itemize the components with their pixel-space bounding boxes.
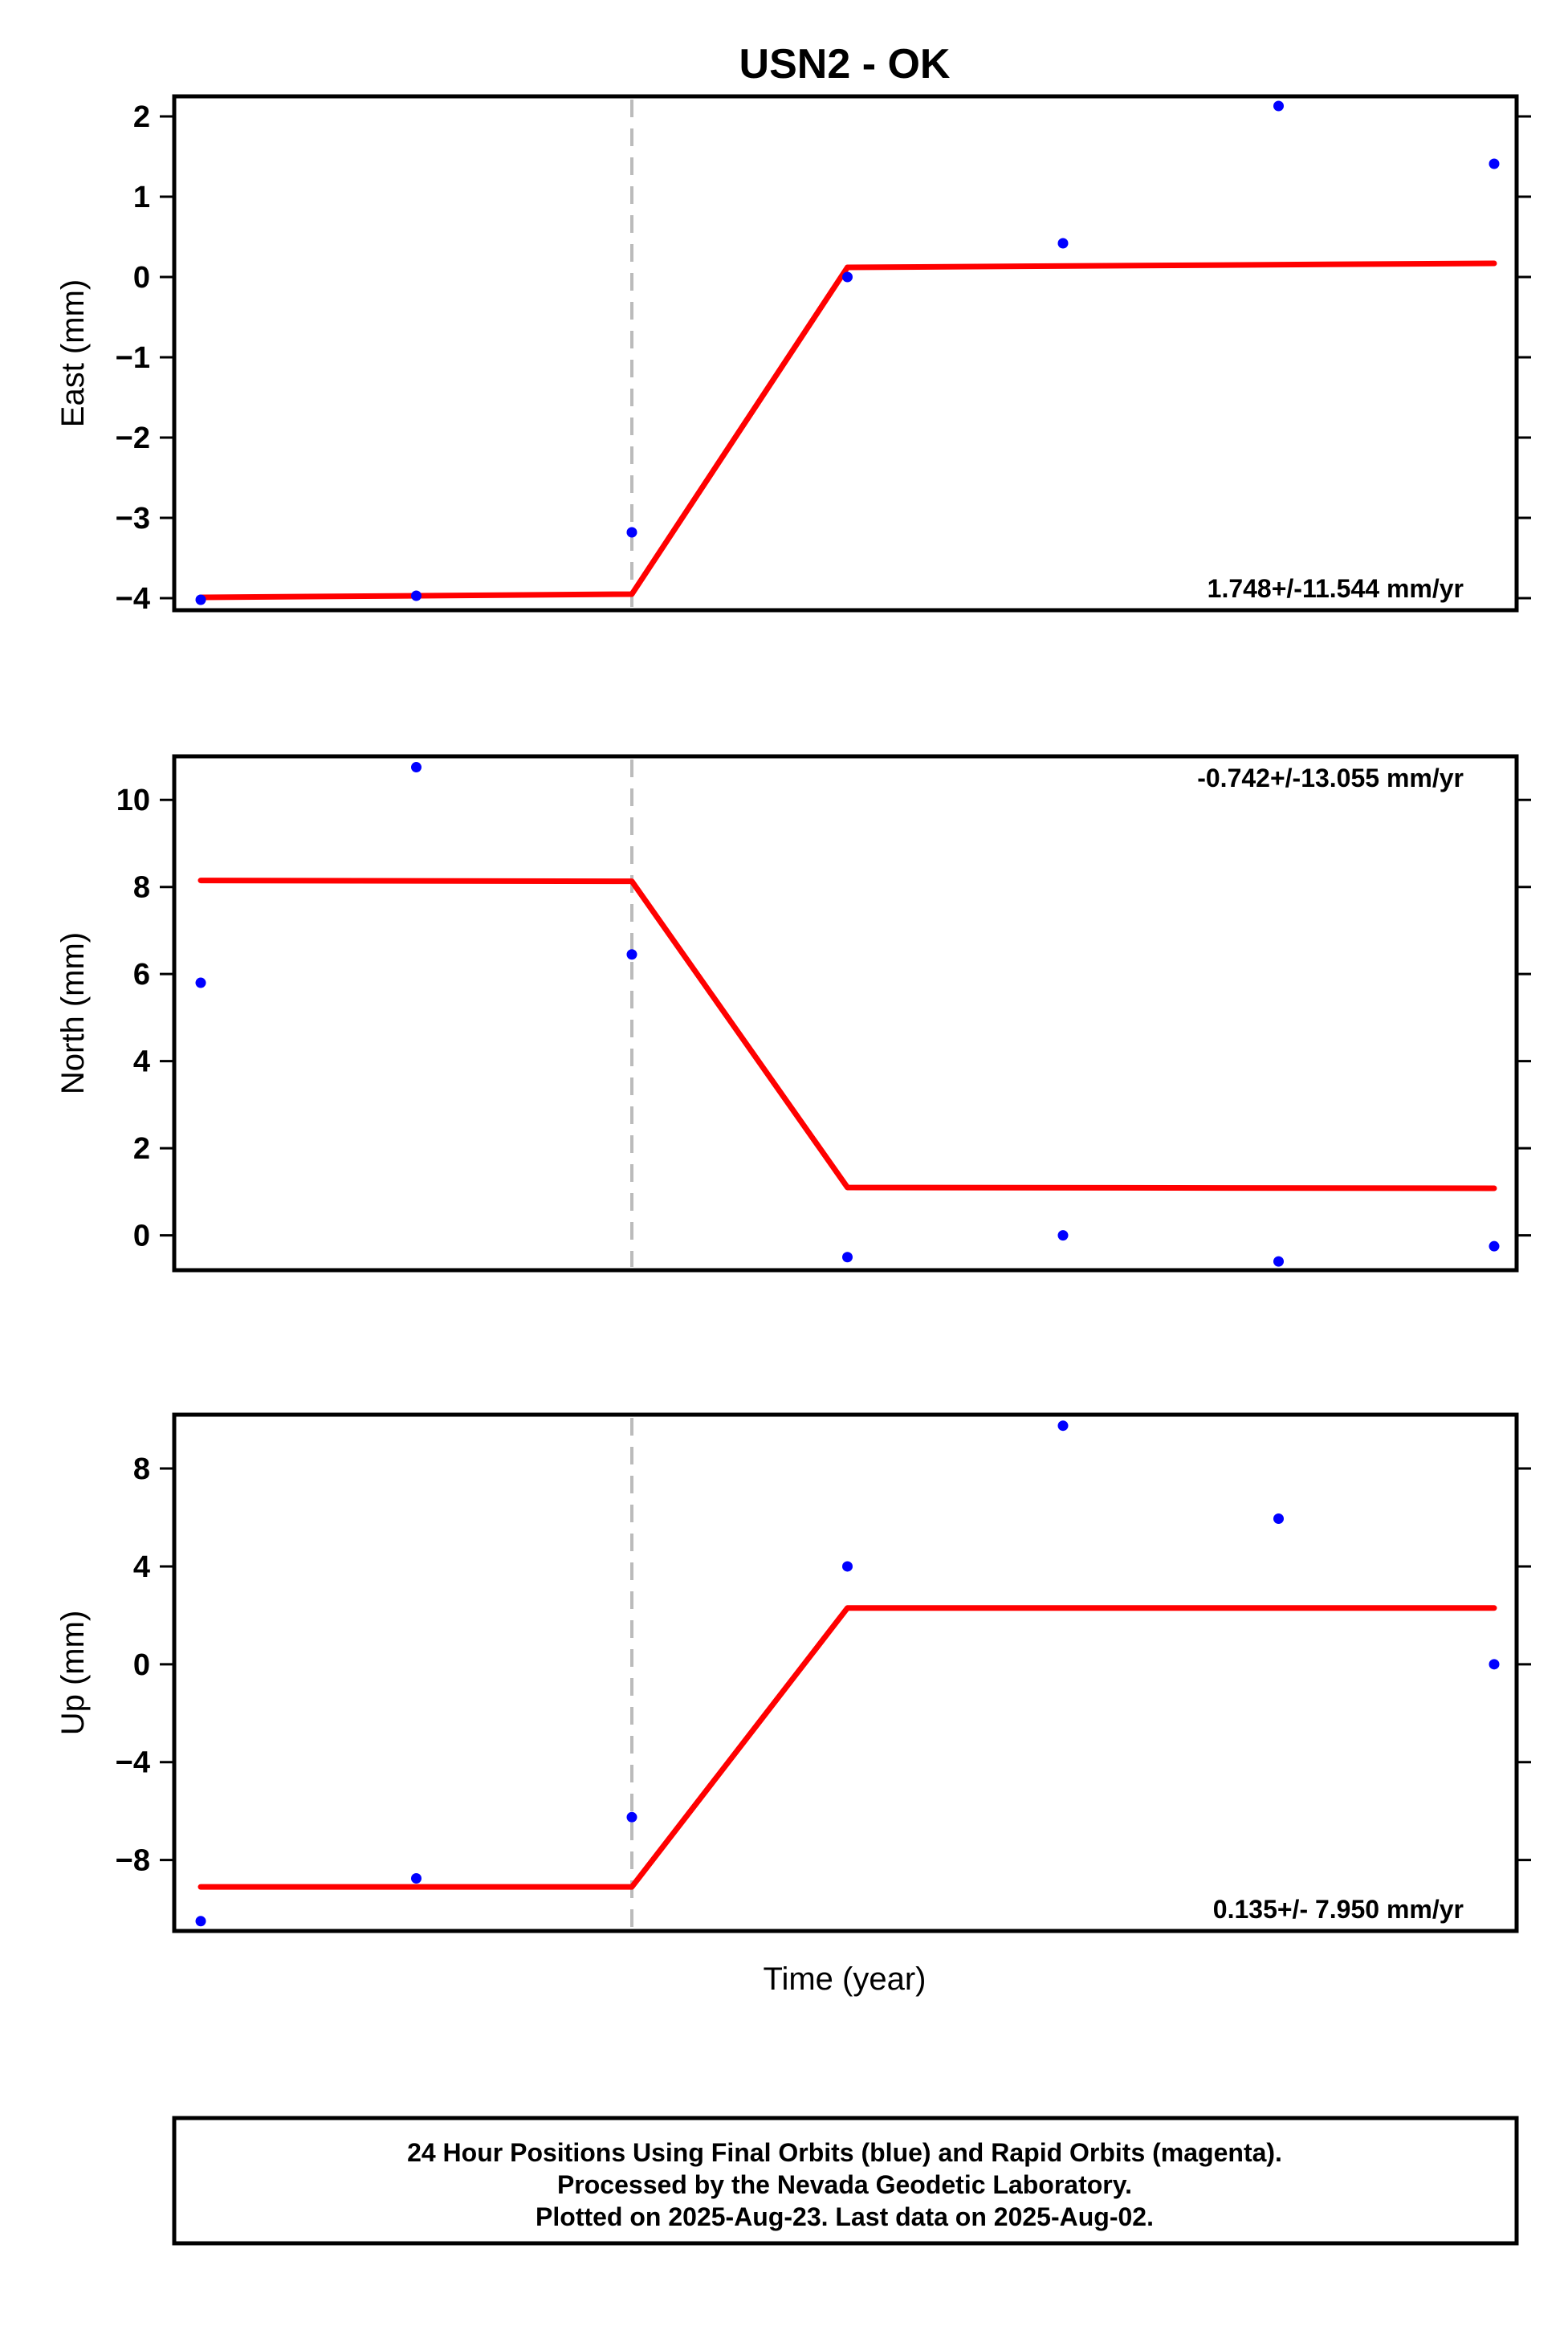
up-y-axis-label: Up (mm): [55, 1611, 91, 1736]
north-frame: [172, 754, 1519, 1273]
up-ytick-label: 4: [133, 1550, 150, 1584]
east-frame: [172, 94, 1519, 613]
up-panel: 8 4 0 −4 −8 Up (mm) 0.135+/- 7.950 mm/yr: [55, 1412, 1531, 1933]
east-ytick-label: 2: [133, 100, 150, 134]
north-data-point: [411, 762, 422, 773]
north-data-point: [1057, 1230, 1069, 1241]
east-ytick-label: −2: [116, 422, 150, 455]
east-y-axis-label: East (mm): [55, 279, 91, 427]
north-y-axis-label: North (mm): [55, 932, 91, 1094]
east-panel: 2 1 0 −1 −2 −3 −4 East (mm) 1.748+/-11.544 mm/yr: [55, 94, 1531, 616]
north-ytick-label: 8: [133, 871, 150, 905]
east-ytick-label: −3: [116, 502, 150, 536]
east-rate-label: 1.748+/-11.544 mm/yr: [1208, 574, 1464, 603]
north-ytick-label: 2: [133, 1132, 150, 1166]
east-data-point: [1273, 100, 1284, 112]
x-axis-label: Time (year): [764, 1961, 927, 1997]
up-ytick-label: −8: [116, 1844, 150, 1878]
north-rate-label: -0.742+/-13.055 mm/yr: [1197, 764, 1464, 792]
north-ytick-label: 10: [116, 784, 150, 817]
up-data-point: [1273, 1513, 1284, 1525]
east-data-point: [626, 527, 637, 538]
north-data-point: [842, 1252, 853, 1263]
footer-frame: [172, 2116, 1519, 2246]
north-ytick-label: 4: [133, 1045, 150, 1079]
footer-line-3: Plotted on 2025-Aug-23. Last data on 202…: [536, 2202, 1154, 2231]
east-ytick-label: 0: [133, 261, 150, 295]
north-data-point: [1273, 1256, 1284, 1267]
up-data-point: [626, 1811, 637, 1823]
up-data-point: [842, 1561, 853, 1572]
east-data-point: [195, 594, 206, 605]
up-rate-label: 0.135+/- 7.950 mm/yr: [1213, 1895, 1464, 1924]
north-data-point: [626, 949, 637, 960]
figure-title: USN2 - OK: [739, 41, 951, 88]
up-data-point: [1057, 1420, 1069, 1432]
up-frame: [172, 1412, 1519, 1933]
east-ytick-label: −1: [116, 341, 150, 375]
east-ytick-label: 1: [133, 181, 150, 214]
footer-box: 24 Hour Positions Using Final Orbits (bl…: [172, 2116, 1519, 2246]
north-panel: 10 8 6 4 2 0 North (mm) -0.742+/-13.055 mm/yr: [55, 754, 1531, 1273]
up-data-point: [1489, 1659, 1500, 1670]
east-ytick-label: −4: [116, 582, 150, 616]
north-model-line: [198, 878, 1497, 1191]
north-ytick-label: 0: [133, 1220, 150, 1253]
east-data-point: [842, 271, 853, 283]
up-ytick-label: 0: [133, 1648, 150, 1682]
footer-line-2: Processed by the Nevada Geodetic Laborat…: [557, 2170, 1132, 2199]
up-ytick-label: 8: [133, 1452, 150, 1486]
up-model-line: [198, 1605, 1497, 1890]
east-data-point: [1489, 158, 1500, 169]
up-data-point: [195, 1916, 206, 1927]
east-data-point: [1057, 238, 1069, 249]
north-data-point: [1489, 1240, 1500, 1252]
east-data-point: [411, 590, 422, 601]
north-ytick-label: 6: [133, 958, 150, 992]
up-ytick-label: −4: [116, 1746, 150, 1780]
footer-line-1: 24 Hour Positions Using Final Orbits (bl…: [407, 2138, 1282, 2167]
up-data-point: [411, 1872, 422, 1884]
north-data-point: [195, 977, 206, 988]
